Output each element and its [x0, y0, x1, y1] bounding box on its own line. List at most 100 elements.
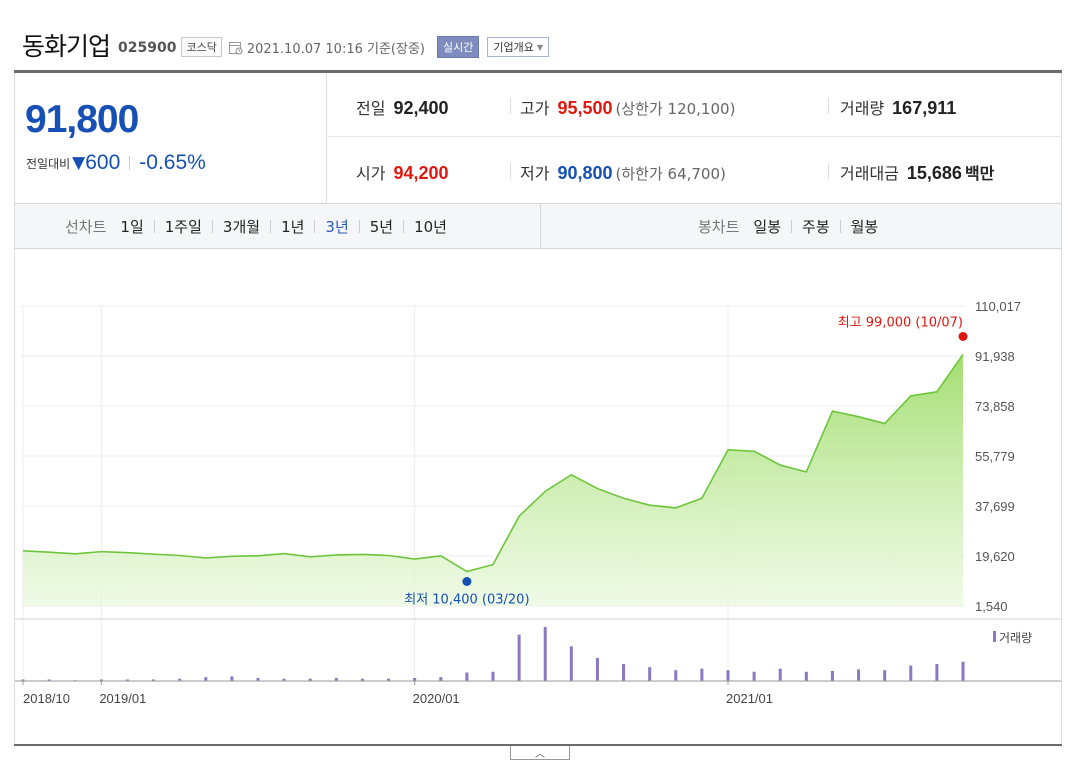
divider [211, 220, 213, 233]
divider [314, 220, 316, 233]
period-3m[interactable]: 3개월 [222, 218, 261, 236]
period-1w[interactable]: 1주일 [164, 218, 202, 236]
prev-close-value: 92,400 [393, 98, 449, 118]
stats-row: 전일 92,400 고가 95,500 (상한가 120,100) 거래량 16… [328, 73, 1062, 137]
volume-bar [883, 670, 887, 681]
volume-bar [282, 678, 286, 681]
volume-bar [334, 677, 338, 681]
low-marker [462, 576, 472, 586]
volume-bar [491, 671, 495, 681]
bottom-divider [14, 744, 1062, 746]
volume-bar [622, 664, 626, 681]
volume-bar [752, 671, 756, 681]
price-line [22, 353, 964, 573]
volume-legend-swatch [993, 631, 996, 642]
low-label: 저가 [520, 164, 550, 183]
volume-bar [152, 679, 156, 681]
volume-bar [360, 678, 364, 681]
period-10y[interactable]: 10년 [414, 218, 447, 236]
collapse-button[interactable]: ︿ [510, 746, 570, 760]
divider [791, 220, 793, 233]
volume-bar [700, 668, 704, 681]
stock-code: 025900 [118, 39, 177, 56]
period-5y[interactable]: 5년 [369, 218, 394, 236]
change-label: 전일대비 [26, 156, 71, 171]
volume-bar [125, 679, 129, 681]
volume-bar [47, 679, 51, 681]
stock-header: 동화기업 025900 코스닥 2021.10.07 10:16 기준(장중) … [22, 28, 550, 62]
y-tick-label: 37,699 [975, 499, 1015, 514]
low-value: 90,800 [557, 163, 613, 183]
divider [403, 220, 405, 233]
high-label: 고가 [520, 99, 550, 118]
volume-bar [674, 670, 678, 681]
timestamp: 2021.10.07 10:16 기준(장중) [246, 42, 425, 57]
candle-chart-periods: 봉차트 일봉 주봉 월봉 [698, 216, 878, 237]
volume-bar [21, 679, 25, 681]
stats-row: 시가 94,200 저가 90,800 (하한가 64,700) 거래대금 15… [328, 138, 1062, 202]
y-tick-label: 73,858 [975, 399, 1015, 414]
volume-bar [569, 646, 573, 681]
line-chart-label: 선차트 [65, 218, 107, 236]
x-tick-label: 2018/10 [23, 691, 70, 706]
volume-bar [961, 661, 965, 681]
period-daily[interactable]: 일봉 [753, 218, 782, 236]
period-1d[interactable]: 1일 [120, 218, 144, 236]
volume-bar [543, 627, 547, 681]
open-value: 94,200 [393, 163, 449, 183]
line-chart-periods: 선차트 1일 1주일 3개월 1년 3년 5년 10년 [65, 216, 447, 237]
volume-bar [230, 676, 234, 681]
volume-bar [726, 670, 730, 681]
y-tick-label: 110,017 [975, 299, 1021, 314]
market-badge: 코스닥 [181, 37, 222, 57]
volume-bar [204, 677, 208, 681]
period-1y[interactable]: 1년 [281, 218, 305, 236]
divider [839, 220, 841, 233]
divider [358, 220, 360, 233]
company-overview-dropdown[interactable]: 기업개요 ▼ [487, 37, 550, 57]
company-name: 동화기업 [22, 32, 111, 61]
y-tick-label: 91,938 [975, 349, 1015, 364]
trade-value: 거래대금 15,686 백만 [840, 160, 994, 184]
divider [129, 156, 131, 170]
high-marker-label: 최고 99,000 (10/07) [838, 315, 963, 330]
volume-bar [256, 677, 260, 681]
company-overview-label: 기업개요 [493, 41, 534, 54]
volume: 거래량 167,911 [840, 95, 956, 119]
high-marker [958, 331, 968, 341]
trade-value-unit: 백만 [964, 164, 995, 183]
stats-grid: 전일 92,400 고가 95,500 (상한가 120,100) 거래량 16… [328, 73, 1062, 203]
y-tick-label: 55,779 [975, 449, 1015, 464]
change-amount: 600 [85, 151, 121, 174]
high-price: 고가 95,500 (상한가 120,100) [520, 95, 735, 119]
divider [153, 220, 155, 233]
period-weekly[interactable]: 주봉 [802, 218, 830, 236]
calendar-icon [228, 40, 243, 55]
volume-legend-label: 거래량 [999, 631, 1032, 645]
divider [270, 220, 272, 233]
volume-value: 167,911 [892, 98, 957, 118]
divider [510, 98, 511, 114]
change-row: 전일대비 ▼ 600 -0.65% [26, 151, 206, 175]
period-monthly[interactable]: 월봉 [850, 218, 879, 236]
volume-label: 거래량 [840, 99, 885, 118]
trade-value-value: 15,686 [906, 163, 962, 183]
volume-bar [935, 664, 939, 681]
price-box: 91,800 전일대비 ▼ 600 -0.65% [15, 73, 327, 203]
trade-value-label: 거래대금 [840, 164, 899, 183]
period-3y[interactable]: 3년 [325, 218, 349, 236]
volume-bar [413, 677, 417, 681]
prev-close-label: 전일 [356, 99, 386, 118]
volume-bar [439, 677, 443, 681]
x-tick-label: 2020/01 [413, 691, 460, 706]
volume-bar [595, 657, 599, 681]
realtime-button[interactable]: 실시간 [437, 36, 480, 58]
y-tick-label: 19,620 [975, 549, 1015, 564]
upper-limit: (상한가 120,100) [615, 100, 736, 118]
change-rate: -0.65% [139, 151, 206, 174]
low-marker-label: 최저 10,400 (03/20) [404, 592, 529, 607]
top-divider [14, 70, 1062, 73]
price-chart-svg: 110,017 91,938 73,858 55,779 37,699 19,620 1,5… [15, 299, 1061, 706]
price-area [23, 354, 963, 606]
quote-panel: 91,800 전일대비 ▼ 600 -0.65% 전일 92,400 고가 95… [14, 73, 1062, 203]
